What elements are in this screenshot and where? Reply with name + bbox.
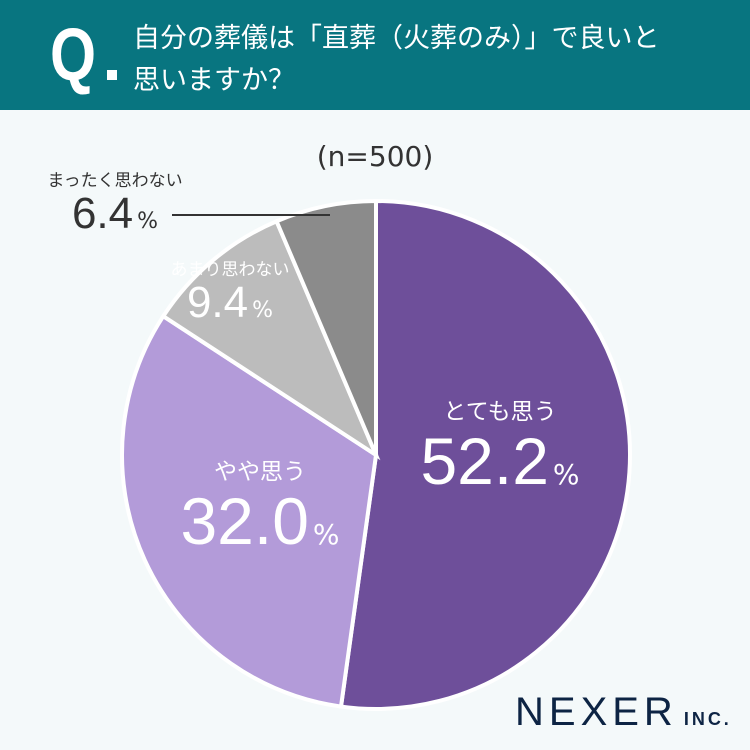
pie-slice-2 xyxy=(160,218,381,461)
unit: % xyxy=(552,458,580,491)
slice-label: まったく思わない xyxy=(47,171,183,191)
logo-suffix: INC. xyxy=(683,709,732,729)
question-header: Q 自分の葬儀は「直葬（火葬のみ）」で良いと 思いますか？ xyxy=(0,0,750,110)
label-slice-2: あまり思わない 9.4% xyxy=(150,255,310,326)
q-dot xyxy=(107,70,117,80)
unit: % xyxy=(252,298,274,323)
slice-value: 52.2 xyxy=(420,424,549,498)
label-slice-0: とても思う 52.2% xyxy=(400,392,600,496)
slice-label: あまり思わない xyxy=(170,260,290,280)
logo-name: NEXER xyxy=(515,690,678,734)
title-line-2: 思いますか？ xyxy=(133,65,295,96)
unit: % xyxy=(312,518,340,551)
slice-label: やや思う xyxy=(214,459,306,485)
slice-label: とても思う xyxy=(443,399,557,425)
question-title: 自分の葬儀は「直葬（火葬のみ）」で良いと 思いますか？ xyxy=(133,18,660,102)
q-mark: Q xyxy=(50,13,97,96)
nexer-logo: NEXER INC. xyxy=(515,690,732,735)
pie-slice-3 xyxy=(273,198,378,456)
sample-size: (n=500) xyxy=(316,140,434,173)
pie-slice-0 xyxy=(338,198,632,711)
unit: % xyxy=(137,209,159,234)
label-slice-3: まったく思わない 6.4% xyxy=(25,166,205,237)
slice-value: 9.4 xyxy=(186,278,249,327)
slice-value: 6.4 xyxy=(71,189,134,238)
title-line-1: 自分の葬儀は「直葬（火葬のみ）」で良いと xyxy=(133,23,660,54)
slice-value: 32.0 xyxy=(180,484,309,558)
label-slice-1: やや思う 32.0% xyxy=(140,452,380,556)
